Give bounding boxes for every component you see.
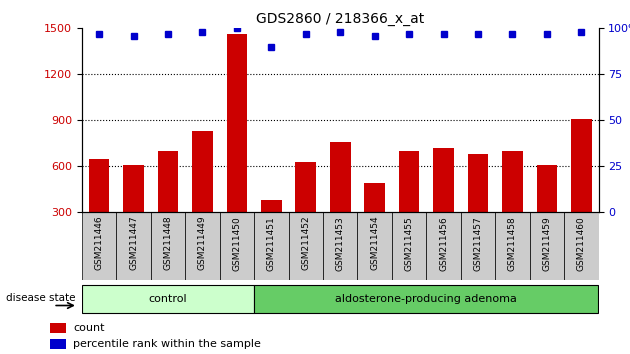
Text: GSM211452: GSM211452 bbox=[301, 216, 310, 270]
FancyBboxPatch shape bbox=[82, 285, 254, 314]
FancyBboxPatch shape bbox=[254, 212, 289, 280]
Text: GSM211456: GSM211456 bbox=[439, 216, 448, 270]
Text: GSM211453: GSM211453 bbox=[336, 216, 345, 270]
Title: GDS2860 / 218366_x_at: GDS2860 / 218366_x_at bbox=[256, 12, 425, 26]
FancyBboxPatch shape bbox=[117, 212, 151, 280]
Bar bbox=[50, 324, 66, 333]
FancyBboxPatch shape bbox=[82, 212, 117, 280]
Bar bbox=[123, 165, 144, 258]
Text: aldosterone-producing adenoma: aldosterone-producing adenoma bbox=[335, 294, 517, 304]
Text: GSM211450: GSM211450 bbox=[232, 216, 241, 270]
FancyBboxPatch shape bbox=[564, 212, 598, 280]
Text: GSM211458: GSM211458 bbox=[508, 216, 517, 270]
FancyBboxPatch shape bbox=[357, 212, 392, 280]
Bar bbox=[467, 154, 488, 258]
Bar bbox=[330, 142, 350, 258]
FancyBboxPatch shape bbox=[530, 212, 564, 280]
Text: GSM211455: GSM211455 bbox=[404, 216, 413, 270]
Text: count: count bbox=[73, 323, 105, 333]
FancyBboxPatch shape bbox=[392, 212, 427, 280]
Text: GSM211446: GSM211446 bbox=[94, 216, 103, 270]
Text: GSM211449: GSM211449 bbox=[198, 216, 207, 270]
FancyBboxPatch shape bbox=[427, 212, 461, 280]
Text: GSM211459: GSM211459 bbox=[542, 216, 551, 270]
Bar bbox=[158, 151, 178, 258]
Text: GSM211448: GSM211448 bbox=[164, 216, 173, 270]
Text: GSM211460: GSM211460 bbox=[577, 216, 586, 270]
Bar bbox=[364, 183, 385, 258]
FancyBboxPatch shape bbox=[289, 212, 323, 280]
Bar bbox=[399, 151, 420, 258]
FancyBboxPatch shape bbox=[254, 285, 598, 314]
Text: percentile rank within the sample: percentile rank within the sample bbox=[73, 339, 261, 349]
FancyBboxPatch shape bbox=[323, 212, 357, 280]
Bar bbox=[571, 119, 592, 258]
FancyBboxPatch shape bbox=[185, 212, 220, 280]
Text: control: control bbox=[149, 294, 187, 304]
FancyBboxPatch shape bbox=[495, 212, 530, 280]
Text: GSM211454: GSM211454 bbox=[370, 216, 379, 270]
Bar bbox=[192, 131, 213, 258]
FancyBboxPatch shape bbox=[461, 212, 495, 280]
Text: GSM211447: GSM211447 bbox=[129, 216, 138, 270]
Text: disease state: disease state bbox=[6, 292, 76, 303]
FancyBboxPatch shape bbox=[151, 212, 185, 280]
Bar bbox=[433, 148, 454, 258]
Bar bbox=[295, 162, 316, 258]
Text: GSM211457: GSM211457 bbox=[474, 216, 483, 270]
Bar bbox=[261, 200, 282, 258]
Bar bbox=[227, 34, 247, 258]
FancyBboxPatch shape bbox=[220, 212, 254, 280]
Bar bbox=[50, 339, 66, 349]
Bar bbox=[537, 165, 557, 258]
Bar bbox=[502, 151, 523, 258]
Bar bbox=[89, 159, 110, 258]
Text: GSM211451: GSM211451 bbox=[267, 216, 276, 270]
